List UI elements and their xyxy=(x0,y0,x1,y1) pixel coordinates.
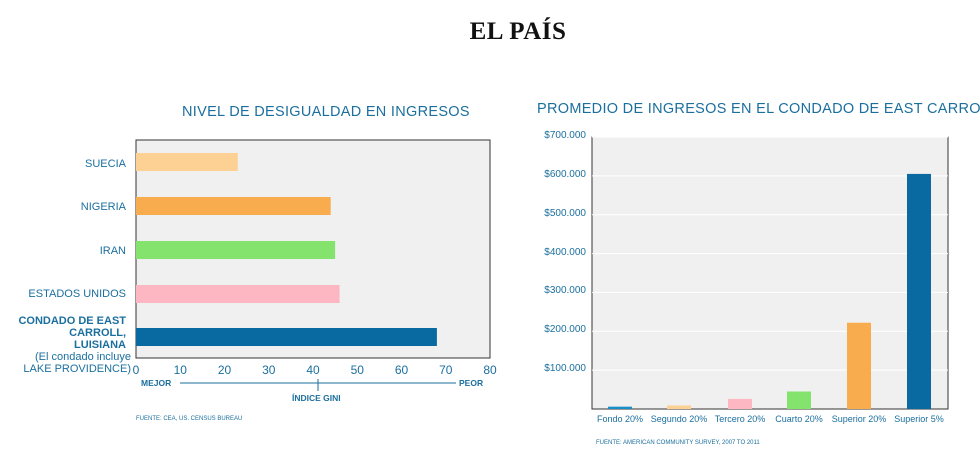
right-y-tick-label: $600.000 xyxy=(544,168,586,180)
left-bar xyxy=(136,153,238,171)
right-bar xyxy=(667,405,691,409)
left-bar xyxy=(136,328,437,346)
left-x-axis-title: ÍNDICE GINI xyxy=(292,393,341,403)
right-bar xyxy=(728,398,752,409)
left-bar xyxy=(136,197,331,215)
axis-left-label: MEJOR xyxy=(141,378,172,388)
left-category-label: ESTADOS UNIDOS xyxy=(28,288,126,300)
left-bar xyxy=(136,241,336,259)
right-bar xyxy=(907,173,931,409)
left-category-note: (El condado incluye LAKE PROVIDENCE) xyxy=(23,351,131,375)
right-chart-title: PROMEDIO DE INGRESOS EN EL CONDADO DE EA… xyxy=(537,101,980,117)
left-x-tick-label: 10 xyxy=(173,363,187,377)
right-bar xyxy=(608,406,632,409)
left-x-tick-label: 80 xyxy=(483,363,497,377)
right-y-tick-label: $200.000 xyxy=(544,324,586,336)
left-category-label: IRAN xyxy=(99,245,126,257)
right-y-tick-label: $400.000 xyxy=(544,246,586,258)
right-y-tick-label: $500.000 xyxy=(544,207,586,219)
right-y-tick-label: $300.000 xyxy=(544,285,586,297)
left-x-tick-label: 60 xyxy=(394,363,409,377)
left-x-tick-label: 40 xyxy=(306,363,320,377)
left-bar xyxy=(136,285,340,303)
right-bar xyxy=(787,391,811,409)
right-x-tick-label: Segundo 20% xyxy=(650,414,708,424)
right-y-tick-label: $100.000 xyxy=(544,363,586,375)
right-y-tick-label: $700.000 xyxy=(544,130,586,141)
left-category-label: CONDADO DE EAST CARROLL, LUISIANA xyxy=(18,315,126,351)
right-x-tick-label: Superior 20% xyxy=(831,414,887,424)
left-x-tick-label: 0 xyxy=(132,363,140,377)
right-x-tick-label: Tercero 20% xyxy=(714,414,766,424)
left-x-tick-label: 70 xyxy=(439,363,453,377)
left-category-label: NIGERIA xyxy=(80,201,126,213)
right-x-tick-label: Fondo 20% xyxy=(596,414,644,424)
left-chart-title: NIVEL DE DESIGUALDAD EN INGRESOS xyxy=(182,104,470,120)
right-chart-source: FUENTE: AMERICAN COMMUNITY SURVEY, 2007 … xyxy=(596,440,760,446)
right-x-tick-label: Cuarto 20% xyxy=(775,414,823,424)
el-pais-logo: EL PAÍS xyxy=(469,18,567,45)
right-plot-area xyxy=(591,136,949,410)
left-x-tick-label: 30 xyxy=(262,363,276,377)
right-bar xyxy=(847,322,871,409)
left-x-tick-label: 50 xyxy=(350,363,364,377)
right-x-tick-label: Superior 5% xyxy=(894,414,944,424)
left-x-tick-label: 20 xyxy=(217,363,232,377)
left-chart-source: FUENTE: CEA, US. CENSUS BUREAU xyxy=(136,416,243,422)
left-category-label-highlight: CONDADO DE EAST CARROLL, LUISIANA (El co… xyxy=(16,315,131,375)
left-category-label: SUECIA xyxy=(85,158,126,170)
axis-right-label: PEOR xyxy=(459,378,484,388)
